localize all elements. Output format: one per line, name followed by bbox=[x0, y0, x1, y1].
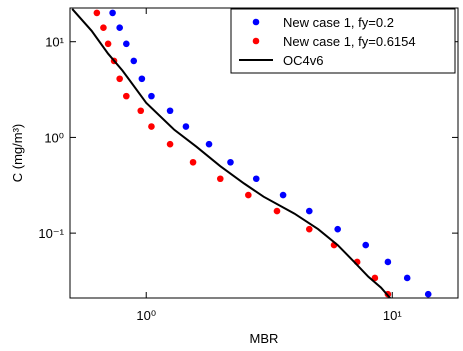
data-point bbox=[182, 123, 190, 130]
x-tick-label: 10¹ bbox=[383, 308, 402, 323]
data-point bbox=[245, 191, 252, 199]
x-tick-label: 10⁰ bbox=[136, 308, 156, 323]
data-point bbox=[227, 158, 234, 166]
data-point bbox=[166, 107, 174, 115]
data-point bbox=[130, 57, 138, 65]
data-point bbox=[424, 290, 432, 298]
data-point bbox=[123, 92, 130, 100]
legend-marker bbox=[252, 37, 260, 45]
data-point bbox=[205, 140, 213, 148]
data-point bbox=[138, 75, 146, 83]
plot bbox=[71, 8, 432, 298]
data-point bbox=[384, 258, 392, 266]
data-point bbox=[100, 24, 107, 32]
data-point bbox=[116, 24, 123, 32]
data-point bbox=[104, 40, 112, 48]
data-point bbox=[109, 9, 116, 17]
data-point bbox=[273, 207, 281, 215]
data-point bbox=[403, 274, 411, 282]
data-point bbox=[252, 175, 260, 183]
data-point bbox=[148, 92, 155, 100]
y-axis-label: C (mg/m³) bbox=[10, 124, 25, 183]
legend-label: OC4v6 bbox=[283, 53, 323, 68]
x-axis-label: MBR bbox=[250, 331, 279, 346]
data-point bbox=[116, 75, 123, 83]
data-point bbox=[216, 175, 224, 183]
data-point bbox=[305, 225, 313, 233]
data-point bbox=[123, 40, 130, 48]
data-point bbox=[279, 191, 287, 199]
data-point bbox=[137, 107, 145, 115]
data-point bbox=[305, 207, 313, 215]
y-tick-label: 10⁰ bbox=[44, 130, 64, 145]
y-tick-label: 10⁻¹ bbox=[38, 226, 64, 241]
data-point bbox=[166, 140, 174, 148]
data-point bbox=[93, 9, 101, 17]
data-point bbox=[189, 158, 197, 166]
y-tick-label: 10¹ bbox=[45, 35, 64, 50]
legend-label: New case 1, fy=0.2 bbox=[283, 15, 394, 30]
legend-marker bbox=[252, 18, 260, 26]
data-point bbox=[334, 225, 341, 233]
data-point bbox=[371, 274, 379, 282]
legend-label: New case 1, fy=0.6154 bbox=[283, 34, 416, 49]
data-point bbox=[148, 123, 155, 130]
legend-box bbox=[230, 8, 456, 74]
plot-frame bbox=[69, 7, 459, 299]
data-point bbox=[362, 241, 370, 249]
line bbox=[71, 8, 391, 298]
